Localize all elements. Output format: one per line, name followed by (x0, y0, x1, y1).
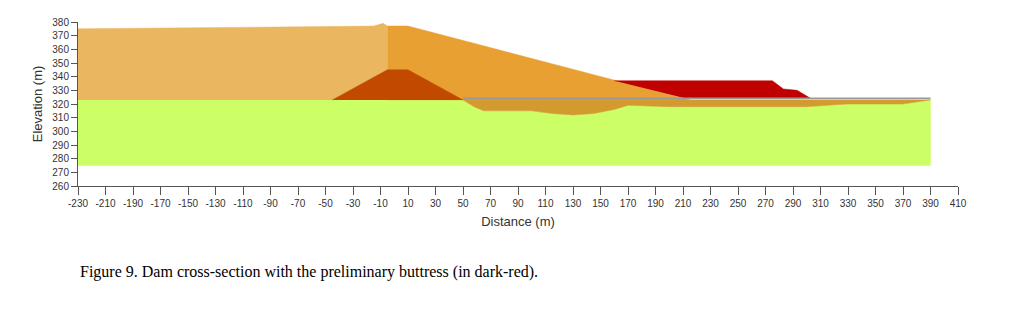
svg-text:-130: -130 (205, 198, 225, 209)
svg-text:330: 330 (840, 198, 857, 209)
svg-text:370: 370 (895, 198, 912, 209)
svg-text:190: 190 (647, 198, 664, 209)
svg-text:370: 370 (52, 30, 69, 41)
svg-text:250: 250 (730, 198, 747, 209)
svg-text:390: 390 (922, 198, 939, 209)
svg-text:-150: -150 (178, 198, 198, 209)
svg-text:170: 170 (620, 198, 637, 209)
svg-text:410: 410 (950, 198, 967, 209)
svg-text:310: 310 (52, 112, 69, 123)
svg-text:90: 90 (512, 198, 524, 209)
svg-text:Distance (m): Distance (m) (481, 214, 555, 229)
svg-text:30: 30 (430, 198, 442, 209)
svg-text:-10: -10 (373, 198, 388, 209)
svg-text:-230: -230 (68, 198, 88, 209)
svg-text:330: 330 (52, 85, 69, 96)
svg-text:350: 350 (52, 58, 69, 69)
svg-text:110: 110 (538, 198, 554, 209)
svg-text:300: 300 (52, 126, 69, 137)
svg-text:290: 290 (52, 140, 69, 151)
svg-text:130: 130 (565, 198, 582, 209)
svg-text:-210: -210 (95, 198, 115, 209)
svg-text:230: 230 (702, 198, 719, 209)
svg-text:-110: -110 (233, 198, 253, 209)
svg-text:50: 50 (457, 198, 469, 209)
svg-text:270: 270 (52, 167, 69, 178)
svg-text:210: 210 (675, 198, 692, 209)
svg-text:-70: -70 (291, 198, 306, 209)
svg-text:10: 10 (402, 198, 414, 209)
svg-text:380: 380 (52, 17, 69, 28)
svg-text:-190: -190 (123, 198, 143, 209)
svg-text:-170: -170 (150, 198, 170, 209)
svg-text:-90: -90 (263, 198, 278, 209)
svg-text:350: 350 (867, 198, 884, 209)
svg-text:280: 280 (52, 153, 69, 164)
svg-text:290: 290 (785, 198, 802, 209)
svg-text:150: 150 (592, 198, 609, 209)
svg-text:310: 310 (812, 198, 829, 209)
svg-text:Figure 9. Dam cross-section wi: Figure 9. Dam cross-section with the pre… (80, 263, 538, 281)
svg-text:Elevation (m): Elevation (m) (30, 66, 45, 143)
svg-text:360: 360 (52, 44, 69, 55)
svg-text:-50: -50 (318, 198, 333, 209)
svg-text:270: 270 (757, 198, 774, 209)
svg-text:260: 260 (52, 181, 69, 192)
svg-text:-30: -30 (346, 198, 361, 209)
svg-text:320: 320 (52, 99, 69, 110)
svg-text:70: 70 (485, 198, 497, 209)
svg-text:340: 340 (52, 71, 69, 82)
